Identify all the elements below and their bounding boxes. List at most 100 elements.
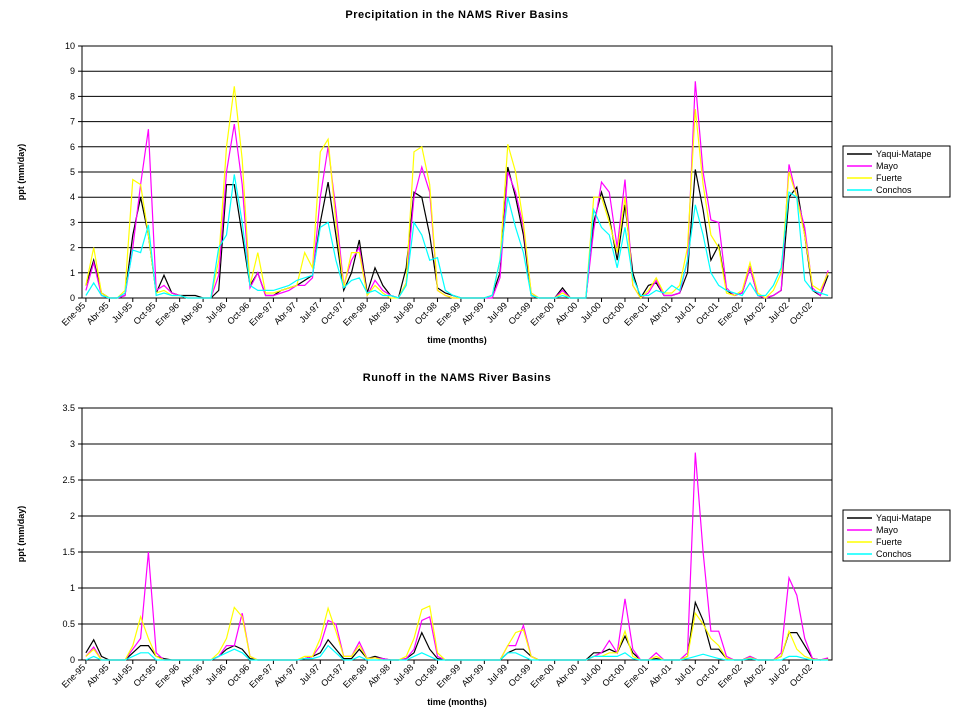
- x-tick-label: Ene-95: [60, 300, 88, 328]
- y-tick-label: 10: [65, 41, 75, 51]
- x-tick-label: Abr-99: [460, 662, 486, 688]
- y-tick-label: 1: [70, 268, 75, 278]
- x-tick-label: Jul-02: [766, 662, 790, 686]
- x-tick-label: Abr-00: [553, 300, 579, 326]
- x-tick-label: Abr-99: [460, 300, 486, 326]
- x-tick-label: Abr-02: [741, 300, 767, 326]
- x-tick-label: Oct-01: [694, 300, 720, 326]
- x-tick-label: Ene-00: [528, 662, 556, 690]
- x-tick-label: Abr-02: [741, 662, 767, 688]
- y-tick-label: 3.5: [62, 403, 75, 413]
- x-tick-label: Ene-00: [528, 300, 556, 328]
- x-tick-label: Abr-98: [366, 662, 392, 688]
- x-tick-label: Jul-96: [204, 662, 228, 686]
- chart-title: Precipitation in the NAMS River Basins: [345, 9, 568, 21]
- y-tick-label: 5: [70, 167, 75, 177]
- x-tick-label: Abr-96: [178, 300, 204, 326]
- legend-label: Fuerte: [876, 173, 902, 183]
- x-tick-label: Oct-95: [131, 662, 157, 688]
- x-tick-label: Jul-00: [579, 662, 603, 686]
- y-tick-label: 3: [70, 217, 75, 227]
- y-tick-label: 1: [70, 583, 75, 593]
- x-tick-label: Jul-97: [297, 662, 321, 686]
- x-tick-label: Oct-98: [413, 300, 439, 326]
- x-tick-label: Ene-96: [153, 662, 181, 690]
- x-tick-label: Ene-97: [247, 662, 275, 690]
- x-tick-label: Abr-95: [85, 300, 111, 326]
- x-tick-label: Ene-98: [341, 662, 369, 690]
- y-tick-label: 6: [70, 142, 75, 152]
- x-tick-label: Abr-01: [647, 662, 673, 688]
- x-axis-label: time (months): [427, 335, 487, 345]
- x-tick-label: Jul-95: [110, 300, 134, 324]
- x-tick-label: Jul-95: [110, 662, 134, 686]
- legend-label: Conchos: [876, 185, 912, 195]
- x-tick-label: Ene-01: [622, 662, 650, 690]
- x-tick-label: Jul-98: [391, 300, 415, 324]
- x-tick-label: Jul-99: [485, 662, 509, 686]
- x-tick-label: Oct-02: [788, 662, 814, 688]
- legend-label: Conchos: [876, 549, 912, 559]
- x-tick-label: Jul-97: [297, 300, 321, 324]
- x-tick-label: Ene-98: [341, 300, 369, 328]
- y-tick-label: 4: [70, 192, 75, 202]
- y-tick-label: 2.5: [62, 475, 75, 485]
- x-tick-label: Ene-99: [435, 662, 463, 690]
- x-tick-label: Ene-02: [716, 300, 744, 328]
- y-tick-label: 7: [70, 117, 75, 127]
- x-tick-label: Jul-99: [485, 300, 509, 324]
- y-tick-label: 3: [70, 439, 75, 449]
- y-tick-label: 0: [70, 655, 75, 665]
- x-tick-label: Oct-95: [131, 300, 157, 326]
- x-tick-label: Ene-97: [247, 300, 275, 328]
- line: [85, 644, 829, 661]
- x-tick-label: Abr-96: [178, 662, 204, 688]
- x-tick-label: Oct-00: [600, 300, 626, 326]
- x-axis-label: time (months): [427, 697, 487, 707]
- y-tick-label: 2: [70, 511, 75, 521]
- y-tick-label: 8: [70, 91, 75, 101]
- x-tick-label: Oct-99: [506, 662, 532, 688]
- y-tick-label: 9: [70, 66, 75, 76]
- x-tick-label: Oct-97: [319, 662, 345, 688]
- legend-label: Fuerte: [876, 537, 902, 547]
- x-tick-label: Abr-97: [272, 662, 298, 688]
- x-tick-label: Oct-96: [225, 300, 251, 326]
- x-tick-label: Abr-95: [85, 662, 111, 688]
- y-tick-label: 1.5: [62, 547, 75, 557]
- x-tick-label: Ene-96: [153, 300, 181, 328]
- x-tick-label: Abr-97: [272, 300, 298, 326]
- x-tick-label: Ene-01: [622, 300, 650, 328]
- x-tick-label: Abr-01: [647, 300, 673, 326]
- chart-title: Runoff in the NAMS River Basins: [363, 372, 551, 384]
- x-tick-label: Abr-98: [366, 300, 392, 326]
- y-tick-label: 0: [70, 293, 75, 303]
- legend-label: Yaqui-Matape: [876, 149, 931, 159]
- x-tick-label: Oct-96: [225, 662, 251, 688]
- x-tick-label: Ene-99: [435, 300, 463, 328]
- x-tick-label: Oct-02: [788, 300, 814, 326]
- line: [85, 86, 829, 299]
- x-tick-label: Ene-95: [60, 662, 88, 690]
- line: [85, 452, 829, 661]
- line: [85, 166, 829, 300]
- line: [85, 174, 829, 299]
- x-tick-label: Jul-01: [672, 662, 696, 686]
- line: [85, 81, 829, 299]
- x-tick-label: Jul-01: [672, 300, 696, 324]
- x-tick-label: Jul-98: [391, 662, 415, 686]
- x-tick-label: Jul-96: [204, 300, 228, 324]
- legend-label: Mayo: [876, 525, 898, 535]
- y-axis-label: ppt (mm/day): [16, 144, 26, 201]
- x-tick-label: Oct-97: [319, 300, 345, 326]
- legend-label: Yaqui-Matape: [876, 513, 931, 523]
- x-tick-label: Oct-99: [506, 300, 532, 326]
- x-tick-label: Oct-01: [694, 662, 720, 688]
- plot-frame: [81, 407, 833, 661]
- x-tick-label: Abr-00: [553, 662, 579, 688]
- x-tick-label: Oct-98: [413, 662, 439, 688]
- y-tick-label: 0.5: [62, 619, 75, 629]
- legend-label: Mayo: [876, 161, 898, 171]
- y-axis-label: ppt (mm/day): [16, 506, 26, 563]
